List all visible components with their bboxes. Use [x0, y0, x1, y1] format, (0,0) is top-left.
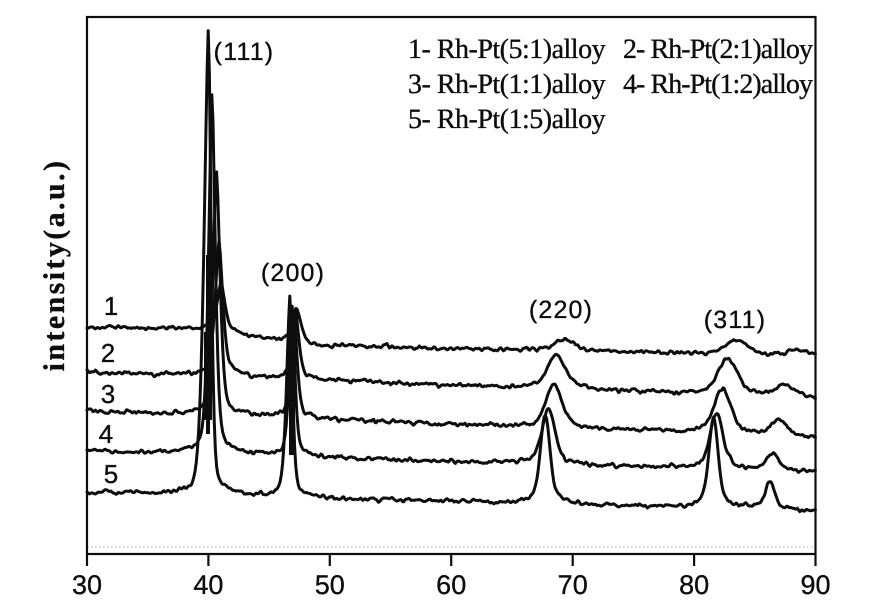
svg-text:intensity(a.u.): intensity(a.u.) — [38, 159, 71, 372]
svg-text:2- Rh-Pt(2:1)alloy: 2- Rh-Pt(2:1)alloy — [623, 34, 813, 65]
svg-text:5- Rh-Pt(1:5)alloy: 5- Rh-Pt(1:5)alloy — [408, 104, 606, 135]
svg-text:3: 3 — [101, 379, 115, 409]
svg-text:40: 40 — [193, 570, 223, 600]
svg-text:5: 5 — [104, 459, 118, 489]
svg-text:(311): (311) — [704, 306, 767, 334]
svg-text:(200): (200) — [261, 259, 325, 287]
svg-text:50: 50 — [315, 570, 345, 600]
svg-text:3- Rh-Pt(1:1)alloy: 3- Rh-Pt(1:1)alloy — [408, 69, 606, 100]
svg-text:90: 90 — [800, 570, 830, 600]
svg-text:2: 2 — [101, 338, 115, 368]
svg-text:30: 30 — [72, 570, 102, 600]
svg-text:70: 70 — [558, 570, 588, 600]
svg-text:4: 4 — [99, 419, 113, 449]
svg-text:60: 60 — [436, 570, 466, 600]
svg-text:1: 1 — [104, 291, 118, 321]
svg-text:(220): (220) — [529, 296, 593, 324]
svg-text:4- Rh-Pt(1:2)alloy: 4- Rh-Pt(1:2)alloy — [623, 69, 813, 100]
svg-text:80: 80 — [679, 570, 709, 600]
svg-text:1- Rh-Pt(5:1)alloy: 1- Rh-Pt(5:1)alloy — [408, 34, 606, 65]
svg-text:(111): (111) — [214, 38, 275, 66]
